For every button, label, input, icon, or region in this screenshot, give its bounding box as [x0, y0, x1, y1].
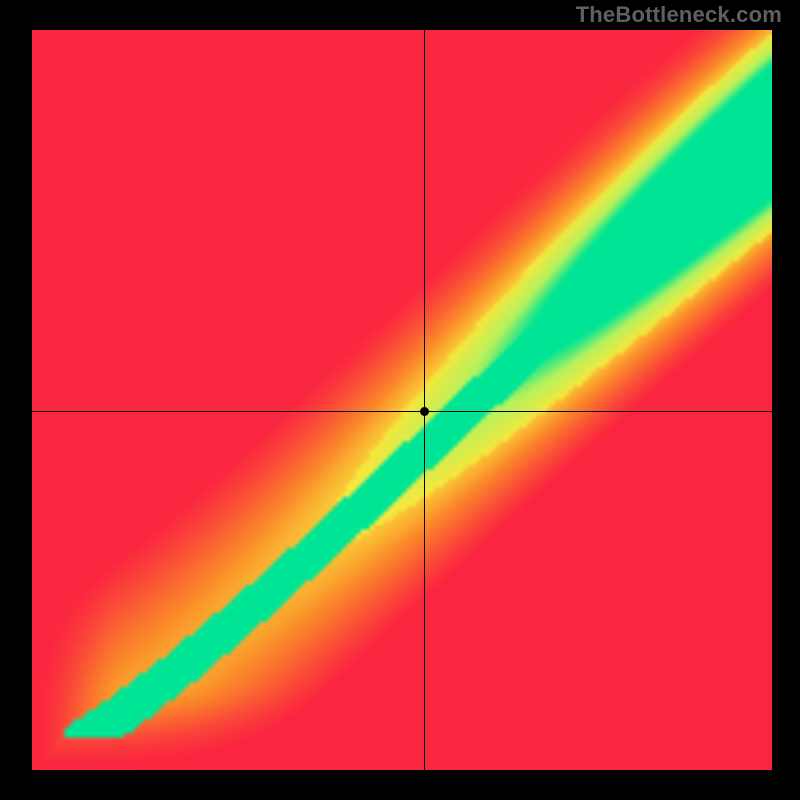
chart-container: TheBottleneck.com [0, 0, 800, 800]
crosshair-marker [420, 407, 429, 416]
watermark: TheBottleneck.com [576, 2, 782, 28]
crosshair-horizontal [32, 411, 772, 412]
crosshair-vertical [424, 30, 425, 770]
heatmap-canvas [32, 30, 772, 770]
